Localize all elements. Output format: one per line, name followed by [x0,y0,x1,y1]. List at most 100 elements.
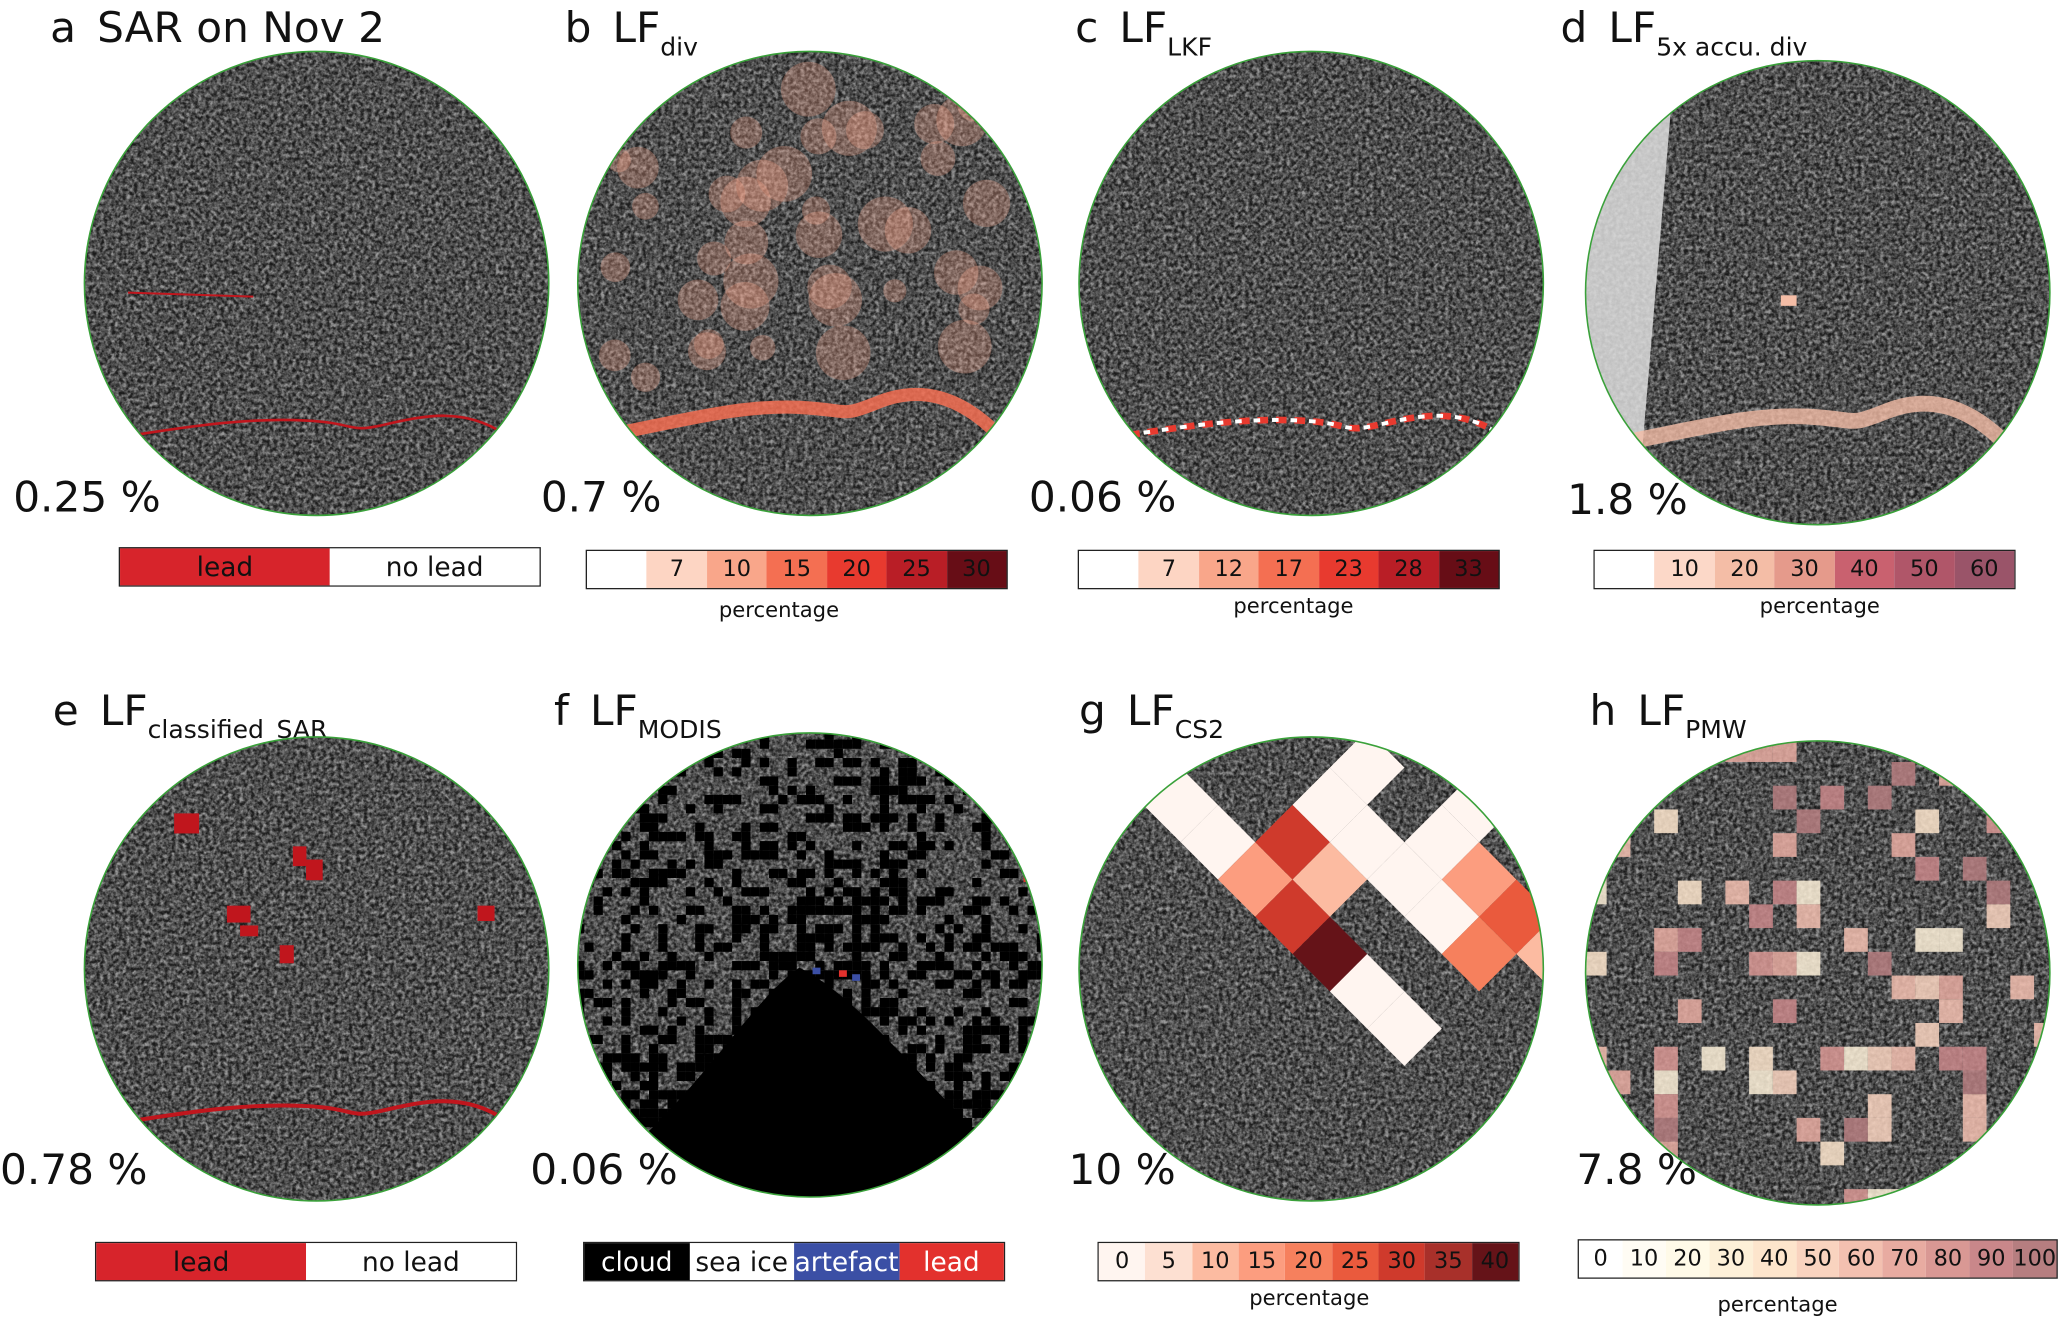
grid-cell [1867,1117,1892,1142]
colorbar-cell: 7 [646,551,707,588]
colorbar-cell: 40 [1834,551,1895,588]
panel-letter: c [1075,2,1099,53]
grid-cell [1606,785,1631,810]
lead-fraction-d: 1.8 % [1567,474,1688,525]
grid-cell [1867,951,1892,976]
grid-cell [1939,1046,1963,1071]
footprint-outline [1078,50,1545,517]
grid-cell [1796,904,1821,929]
grid-cell [1677,928,1702,952]
grid-cell [1986,809,2011,834]
panel-label-b: b LFdiv [565,3,698,62]
lead-fraction-g: 10 % [1068,1144,1176,1195]
colorbar-cell [1594,551,1655,588]
panel-title: LF [1608,2,1657,53]
grid-cell [2034,1165,2050,1190]
colorbar-b: 7 10 15 20 25 30 [585,549,1008,590]
colorbar-title: percentage [1759,593,1880,619]
lead-patch [477,905,495,922]
grid-cell [1891,1046,1916,1071]
colorbar-cell: 90 [1969,1240,2014,1278]
lkf-line [1128,412,1501,439]
grid-cell [1867,785,1892,810]
grid-cell [1654,928,1678,952]
colorbar-title: percentage [718,597,840,623]
grid-cell [1820,1141,1845,1166]
footprint-outline [576,50,1043,517]
grid-cell [1749,1046,1773,1071]
colorbar-cell: 60 [1954,551,2015,588]
colorbar-title: percentage [1249,1285,1370,1311]
colorbar-cell [1079,551,1139,588]
colorbar-cell: 7 [1138,551,1199,588]
grid-cell [1939,1189,1963,1205]
grid-cell [1677,880,1702,905]
grid-cell [1329,804,1405,880]
lead-patch [174,813,200,834]
colorbar-cell: 20 [1285,1243,1332,1281]
grid-cell [1915,928,1940,952]
panel-letter: f [554,685,569,736]
grid-cell [1376,736,1452,740]
grid-cell [1891,761,1916,786]
colorbar-cell: 30 [1774,551,1835,588]
colorbar-cell: 20 [826,551,887,588]
panel-subscript: PMW [1685,715,1747,745]
grid-cell [1986,904,2011,929]
grid-cell [1986,880,2011,905]
sar-image-b [576,50,1043,517]
grid-cell [1962,1046,1987,1071]
lead-fraction-band [626,387,1002,439]
grid-cell [1939,999,1963,1024]
grid-cell [1749,951,1773,976]
grid-cell [2034,1094,2050,1118]
grid-cell [1585,1070,1607,1095]
footprint-outline [1078,736,1545,1202]
grid-cell [1772,999,1797,1024]
grid-cell [1585,856,1607,881]
colorbar-cell: 10 [1192,1243,1239,1281]
colorbar-cell: 15 [766,551,827,588]
grid-cell [1986,785,2011,810]
panel-letter: h [1589,685,1617,736]
grid-cell [1986,1189,2011,1205]
sar-image-g [1078,736,1545,1202]
grid-cell [1986,761,2011,786]
panel-letter: b [564,2,592,53]
sar-image-d [1584,59,2051,526]
lead-line [134,414,505,437]
grid-cell [1654,1070,1678,1095]
grid-cell [1725,880,1750,905]
grid-cell [1796,880,1821,905]
colorbar-cell: 12 [1198,551,1259,588]
lead-fraction-f: 0.06 % [530,1144,678,1195]
colorbar-cell: no lead [329,548,540,586]
panel-subscript: MODIS [637,715,722,745]
colorbar-cell: 40 [1471,1243,1519,1281]
grid-cell [1654,1117,1678,1142]
grid-cell [1677,999,1702,1024]
panel-label-d: d LF5x accu. div [1560,3,1807,62]
colorbar-cell: 10 [706,551,767,588]
colorbar-cell: 30 [1378,1243,1426,1281]
cloud-mask [577,967,1043,1198]
grid-cell [1867,1046,1892,1071]
colorbar-f: cloud sea ice artefact lead [583,1241,1006,1282]
colorbar-h: 0 10 20 30 40 50 60 70 80 90 100 [1577,1239,2058,1279]
grid-cell [1867,1094,1892,1118]
colorbar-cell: sea ice [689,1243,795,1281]
colorbar-cell: lead [120,548,330,586]
grid-cell [1796,1117,1821,1142]
grid-cell [1962,1165,1987,1190]
sar-image-f [576,732,1043,1198]
grid-cell [1986,1165,2011,1190]
sar-image-e [83,736,550,1202]
colorbar-cell: 17 [1258,551,1319,588]
lead-patch [226,905,251,923]
panel-label-f: f LFMODIS [554,686,722,745]
footprint-outline [83,736,550,1202]
grid-cell [1891,833,1916,857]
colorbar-title: percentage [1717,1291,1838,1317]
colorbar-cell: 100 [2013,1240,2057,1278]
panel-label-g: g LFCS2 [1079,686,1224,745]
